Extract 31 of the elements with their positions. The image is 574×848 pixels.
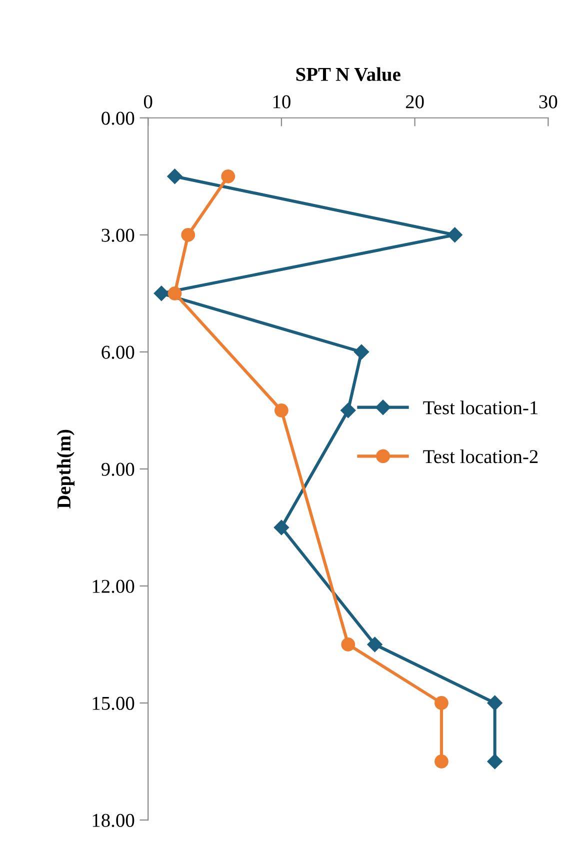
y-tick-label: 18.00 [92, 814, 134, 828]
x-tick-label: 10 [273, 95, 290, 108]
point [354, 344, 370, 360]
x-tick-label: 20 [406, 95, 424, 108]
legend-label: Test location-2 [423, 450, 538, 464]
point [340, 402, 356, 418]
point [434, 696, 448, 710]
point [487, 695, 502, 711]
y-axis-title: Depth(m) [56, 430, 74, 509]
point [434, 754, 448, 768]
point [447, 227, 462, 242]
x-tick-label: 0 [144, 95, 152, 108]
point [274, 520, 290, 536]
y-tick-label: 12.00 [92, 580, 134, 593]
y-tick-label: 0.00 [102, 112, 134, 125]
point [168, 286, 182, 300]
point [221, 169, 236, 184]
x-axis-title: SPT N Value [296, 67, 400, 82]
point [487, 754, 502, 770]
point [367, 636, 382, 652]
point [181, 228, 196, 242]
legend-label: Test location-1 [423, 400, 538, 414]
y-tick-label: 15.00 [92, 696, 134, 710]
x-tick-label: 30 [539, 95, 558, 108]
point [341, 638, 356, 652]
y-tick-label: 9.00 [101, 462, 134, 476]
point [167, 168, 182, 184]
y-tick-label: 6.00 [102, 346, 134, 359]
y-tick-label: 3.00 [102, 228, 134, 242]
point [154, 286, 169, 301]
point [274, 403, 288, 418]
